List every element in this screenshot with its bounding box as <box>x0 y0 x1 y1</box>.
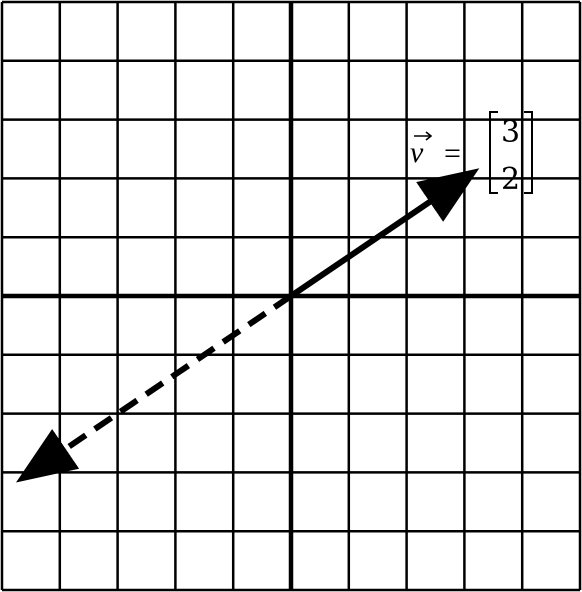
left-bracket-icon <box>489 111 498 194</box>
vector-v-arrow <box>289 168 480 299</box>
vector-label: v = 3 2 <box>410 111 533 197</box>
vector-component-y: 2 <box>501 162 520 197</box>
vector-label-name: v <box>410 136 424 169</box>
vectors <box>16 168 480 483</box>
vector-component-x: 3 <box>501 115 520 150</box>
right-bracket-icon <box>524 111 533 194</box>
negative-vector-arrow <box>16 293 293 483</box>
vector-label-equals: = <box>444 137 461 170</box>
vector-arrow-accent-icon <box>414 131 433 141</box>
